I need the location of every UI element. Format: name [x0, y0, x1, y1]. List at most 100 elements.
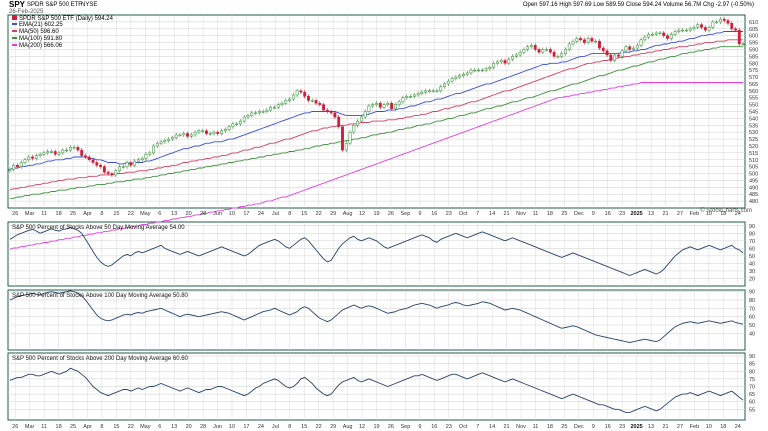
candle-body [435, 90, 439, 92]
candle-body [700, 24, 703, 28]
y-tick-label: 575 [749, 68, 758, 74]
x-tick-label: Dec [574, 211, 584, 217]
x-tick-label: 24 [258, 424, 264, 430]
candle-body [424, 90, 428, 93]
x-tick-label: 27 [677, 424, 683, 430]
x-tick-label: 10 [706, 424, 712, 430]
candle-body [363, 111, 367, 118]
x-tick-label: May [140, 211, 151, 217]
candle-body [692, 27, 696, 30]
breadth-line-2 [9, 290, 744, 343]
candle-body [106, 171, 110, 174]
candle-body [182, 133, 186, 136]
legend-ma50: MA(50) 596.60 [12, 29, 59, 36]
x-tick-label: 6 [158, 211, 161, 217]
candle-body [707, 27, 711, 31]
candle-body [737, 29, 741, 45]
y-tick-label: 20 [749, 276, 755, 282]
x-tick-label: 23 [619, 424, 625, 430]
y-tick-label: 515 [749, 151, 758, 157]
candle-body [465, 72, 469, 75]
series-ma200 [9, 82, 744, 250]
y-tick-label: 570 [749, 75, 758, 81]
candle-body [616, 54, 620, 57]
candle-body [518, 51, 522, 56]
candle-body [541, 49, 545, 53]
y-tick-label: 90 [749, 290, 755, 296]
candle-body [496, 61, 499, 64]
candle-body [34, 155, 38, 159]
candle-body [673, 31, 677, 35]
series-ma100 [9, 46, 744, 199]
legend-ma200: MA(200) 566.06 [12, 43, 62, 50]
candle-body [295, 90, 299, 96]
x-tick-label: 29 [330, 424, 336, 430]
x-tick-label: 20 [186, 424, 192, 430]
x-tick-label: 23 [446, 211, 452, 217]
candle-body [507, 58, 511, 64]
candle-body [688, 28, 692, 31]
candle-body [212, 131, 216, 134]
candle-body [443, 83, 446, 87]
y-tick-label: 525 [749, 137, 758, 143]
candle-body [38, 153, 42, 156]
candle-body [564, 49, 567, 54]
candle-body [288, 98, 291, 101]
candle-body [734, 28, 737, 31]
y-tick-label: 580 [749, 61, 758, 67]
candle-body [609, 54, 613, 61]
candle-body [511, 56, 514, 60]
candle-body [575, 38, 579, 42]
candle-body [76, 147, 80, 151]
candle-body [348, 131, 352, 144]
candle-body [356, 120, 360, 126]
candle-body [548, 49, 552, 53]
candle-body [416, 93, 420, 96]
x-tick-label: 13 [648, 424, 654, 430]
x-tick-label: 2025 [630, 211, 642, 217]
candle-body [375, 102, 378, 105]
candle-body [390, 102, 394, 109]
candle-body [155, 142, 159, 147]
y-tick-label: 485 [749, 192, 758, 198]
candle-body [193, 131, 197, 136]
candle-body [87, 156, 91, 161]
candle-body [439, 86, 443, 92]
candle-body [261, 111, 265, 113]
candle-body [533, 45, 537, 50]
candle-body [431, 90, 435, 92]
candle-body [677, 29, 681, 32]
candle-body [590, 38, 594, 42]
x-tick-label: Sep [401, 424, 411, 430]
candle-body [318, 102, 322, 105]
quote-summary: Open 597.16 High 597.69 Low 589.59 Close… [522, 2, 754, 8]
y-tick-label: 75 [749, 377, 755, 383]
candle-body [412, 94, 416, 97]
candle-body [484, 68, 488, 71]
candle-body [730, 23, 734, 30]
candle-body [84, 155, 87, 158]
legend-swatch-ma50 [12, 30, 17, 33]
candle-body [133, 160, 137, 166]
candle-body [23, 159, 27, 163]
candle-body [594, 40, 598, 43]
candle-body [91, 159, 95, 163]
y-tick-label: 60 [749, 315, 755, 321]
y-tick-label: 530 [749, 130, 758, 136]
x-tick-label: 23 [619, 211, 625, 217]
y-tick-label: 55 [749, 407, 755, 413]
candle-body [189, 134, 193, 137]
x-tick-label: 2025 [630, 424, 642, 430]
x-tick-label: 7 [476, 211, 479, 217]
y-tick-label: 540 [749, 116, 758, 122]
legend-swatch-price [12, 15, 17, 20]
x-tick-label: Mar [25, 424, 35, 430]
x-tick-label: 16 [431, 211, 437, 217]
legend-ma100: MA(100) 591.80 [12, 36, 62, 43]
x-tick-label: Feb [690, 211, 699, 217]
candle-body [121, 166, 125, 168]
x-tick-label: 25 [70, 424, 76, 430]
x-tick-label: 10 [706, 211, 712, 217]
x-tick-label: 16 [431, 424, 437, 430]
x-tick-label: 29 [330, 211, 336, 217]
